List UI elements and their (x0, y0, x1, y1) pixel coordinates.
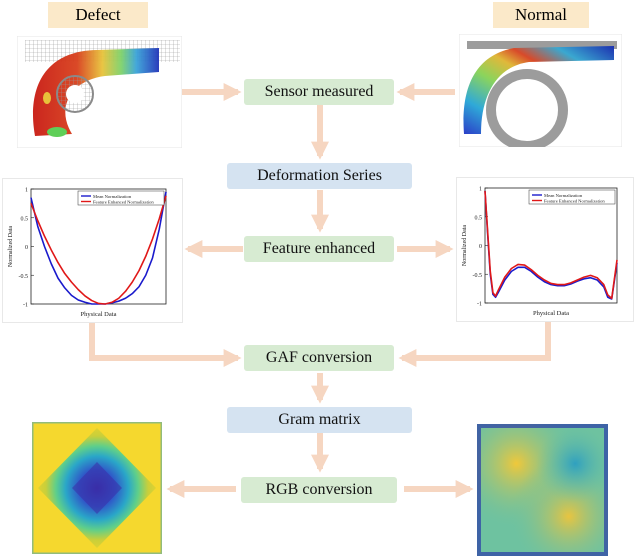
y-tick-label: -1 (477, 302, 482, 308)
normal-pipe-simulation (459, 34, 622, 147)
y-tick-label: 0.5 (475, 215, 483, 221)
normal-label: Normal (493, 2, 589, 28)
y-tick-label: -1 (23, 303, 28, 309)
y-tick-label: 0 (25, 245, 28, 251)
normal-gram-image (477, 424, 608, 556)
series-line-feature (30, 195, 167, 305)
y-tick-label: 1 (25, 188, 28, 194)
y-tick-label: -0.5 (19, 274, 29, 280)
plot-frame (30, 188, 167, 305)
series-line-mean (30, 191, 167, 305)
legend-box (77, 190, 165, 206)
plot-frame (484, 187, 618, 304)
defect-pipe-simulation (17, 36, 182, 148)
legend-label: Mean Normalization (544, 193, 583, 198)
x-axis-label: Physical Data (533, 310, 569, 317)
y-tick-label: 1 (479, 187, 482, 193)
step-feature-enhanced: Feature enhanced (244, 236, 394, 262)
series-line-feature (484, 190, 618, 300)
step-gram-matrix: Gram matrix (227, 407, 412, 433)
legend-label: Feature Enhanced Normalization (544, 198, 605, 203)
arrow-left-chart-to-gaf (89, 322, 242, 367)
y-tick-label: 0.5 (21, 216, 29, 222)
step-rgb-conversion: RGB conversion (241, 477, 397, 503)
y-axis-label: Normalized Data (462, 225, 468, 266)
defect-gram-image (32, 422, 162, 554)
legend-label: Feature Enhanced Normalization (93, 199, 154, 204)
legend-box (528, 189, 616, 205)
legend-label: Mean Normalization (93, 194, 132, 199)
y-axis-label: Normalized Data (8, 226, 14, 267)
series-line-mean (484, 190, 618, 300)
step-gaf-conversion: GAF conversion (244, 345, 394, 371)
chart-panel-right: 1 0.5 0 -0.5 -1 Mean Normalization Feature Enh… (456, 177, 634, 322)
defect-label: Defect (48, 2, 148, 28)
y-tick-label: -0.5 (473, 273, 483, 279)
x-axis-label: Physical Data (81, 311, 117, 318)
y-tick-label: 0 (479, 244, 482, 250)
step-sensor-measured: Sensor measured (244, 79, 394, 105)
chart-panel-left: 1 0.5 0 -0.5 -1 Mean Normalization Feature Enh… (2, 178, 183, 323)
arrow-right-chart-to-gaf (398, 322, 551, 367)
step-deformation-series: Deformation Series (227, 163, 412, 189)
